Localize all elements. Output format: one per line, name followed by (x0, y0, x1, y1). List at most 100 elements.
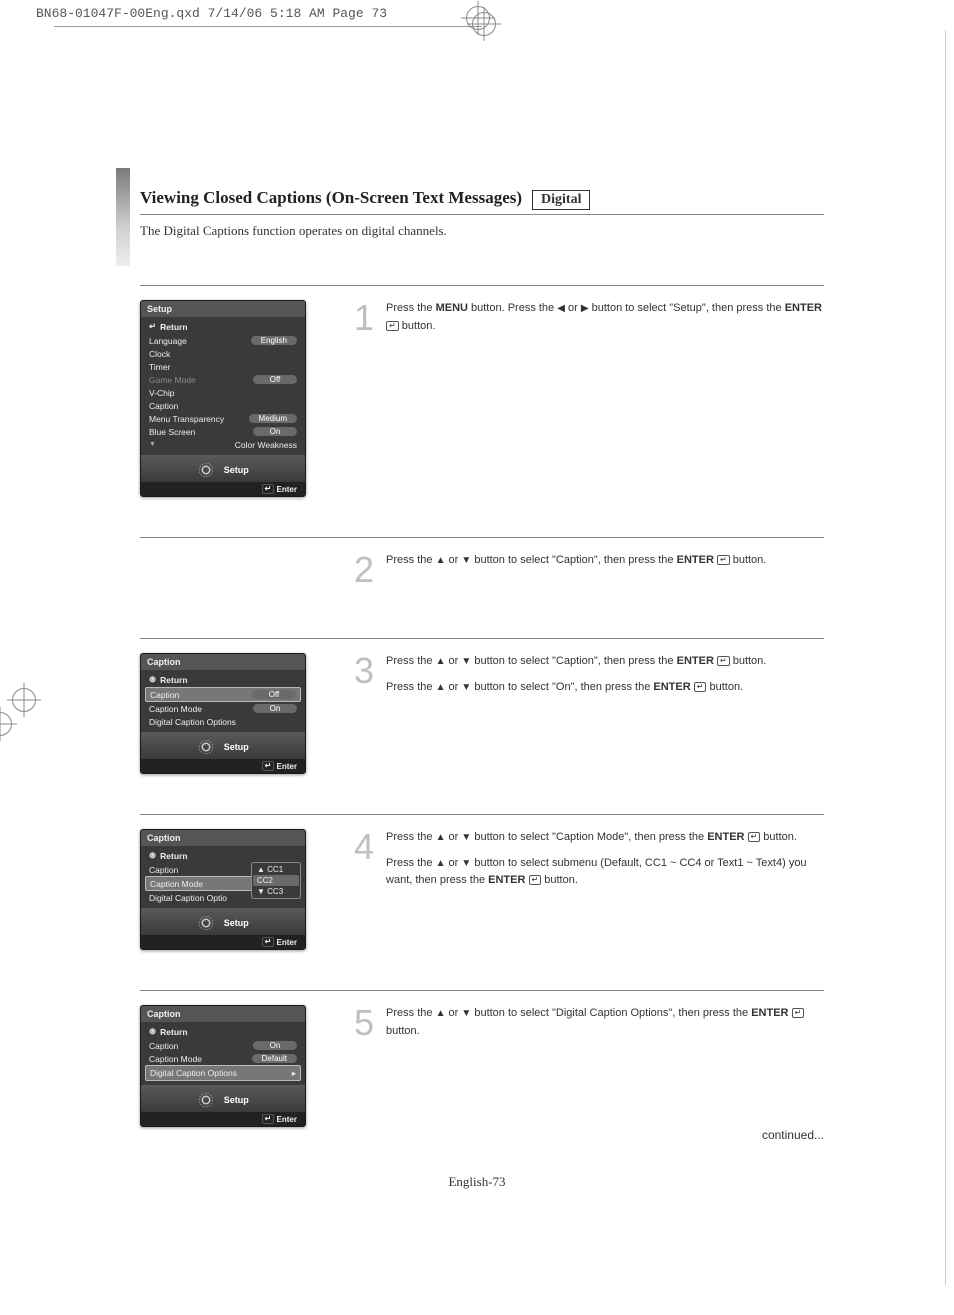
up-arrow-icon: ▲ (436, 654, 446, 670)
caption-mode-dropdown: ▲ CC1CC2▼ CC3 (251, 862, 301, 899)
page-footer: English-73 (0, 1174, 954, 1190)
down-arrow-icon: ▼ (461, 654, 471, 670)
osd-row: Menu Transparency Medium (145, 412, 301, 425)
dropdown-item: CC2 (253, 875, 299, 886)
osd-row-value: ▸ (292, 1068, 296, 1079)
step-text: Press the ▲ or ▼ button to select "Capti… (386, 653, 766, 774)
osd-enter-hint: ↵ Enter (141, 1112, 305, 1126)
osd-title: Caption (141, 1006, 305, 1022)
step-3: Caption ⊛Return CaptionOff Caption Mode On… (140, 638, 824, 814)
step-number: 2 (354, 552, 374, 588)
osd-row: Caption (145, 399, 301, 412)
osd-title: Caption (141, 830, 305, 846)
enter-icon: ↵ (386, 321, 399, 331)
continued-text: continued... (762, 1128, 824, 1142)
osd-row-label: Digital Caption Options (150, 1068, 237, 1078)
step-text: Press the ▲ or ▼ button to select "Digit… (386, 1005, 824, 1127)
down-arrow-icon: ▼ (461, 553, 471, 569)
down-arrow-icon: ▼ (461, 680, 471, 696)
step-2: 2 Press the ▲ or ▼ button to select "Cap… (140, 537, 824, 638)
osd-caption-mode-menu: Caption ⊛Return Caption Caption Mode Digit… (140, 829, 306, 950)
osd-return: ⊛Return (145, 848, 301, 863)
osd-row-value: Off (252, 690, 296, 699)
osd-row-label: Language (149, 336, 187, 346)
osd-return: ⊛Return (145, 672, 301, 687)
step-text: Press the ▲ or ▼ button to select "Capti… (386, 552, 766, 588)
osd-row-value: On (253, 704, 297, 713)
osd-row: Caption Mode On (145, 702, 301, 715)
osd-enter-hint: ↵ Enter (141, 482, 305, 496)
up-arrow-icon: ▲ (436, 1006, 446, 1022)
osd-row: LanguageEnglish (145, 334, 301, 347)
osd-row-label: Clock (149, 349, 170, 359)
osd-row-label: V-Chip (149, 388, 175, 398)
osd-row: Game Mode Off (145, 373, 301, 386)
osd-rows: CaptionOn Caption Mode Default Digital Capt… (145, 1039, 301, 1081)
down-arrow-icon: ▼ (461, 856, 471, 872)
osd-title: Setup (141, 301, 305, 317)
step-5: Caption ⊛Return CaptionOn Caption Mode Def… (140, 990, 824, 1167)
up-arrow-icon: ▲ (436, 553, 446, 569)
side-accent (116, 168, 130, 266)
osd-row: CaptionOff (145, 687, 301, 702)
crop-header: BN68-01047F-00Eng.qxd 7/14/06 5:18 AM Pa… (36, 6, 387, 21)
osd-row: Clock (145, 347, 301, 360)
up-arrow-icon: ▲ (436, 680, 446, 696)
osd-row: Caption Mode Default (145, 1052, 301, 1065)
osd-row: Digital Caption Options ▸ (145, 1065, 301, 1081)
registration-mark-right (0, 712, 12, 736)
enter-icon: ↵ (717, 656, 730, 666)
registration-mark-left (12, 688, 36, 712)
osd-enter-hint: ↵ Enter (141, 935, 305, 949)
step-number: 5 (354, 1005, 374, 1127)
osd-return: ↵Return (145, 319, 301, 334)
osd-row-label: Caption (149, 865, 178, 875)
gear-icon (197, 1091, 215, 1109)
osd-row-label: Caption Mode (149, 1054, 202, 1064)
up-arrow-icon: ▲ (436, 856, 446, 872)
title-block: Viewing Closed Captions (On-Screen Text … (140, 188, 824, 239)
osd-enter-hint: ↵ Enter (141, 759, 305, 773)
left-arrow-icon: ◀ (557, 301, 565, 317)
osd-row-label: Menu Transparency (149, 414, 224, 424)
osd-footer: Setup (141, 908, 305, 935)
osd-row-value: On (253, 427, 297, 436)
enter-icon: ↵ (717, 555, 730, 565)
osd-row: CaptionOn (145, 1039, 301, 1052)
osd-row: Blue Screen On (145, 425, 301, 438)
gear-icon (197, 738, 215, 756)
step-text: Press the MENU button. Press the ◀ or ▶ … (386, 300, 824, 497)
osd-footer: Setup (141, 732, 305, 759)
right-arrow-icon: ▶ (581, 301, 589, 317)
osd-footer: Setup (141, 455, 305, 482)
osd-return: ⊛Return (145, 1024, 301, 1039)
osd-setup-menu: Setup ↵Return LanguageEnglishClockTimerG… (140, 300, 306, 497)
dropdown-item: ▼ CC3 (253, 886, 299, 897)
step-number: 4 (354, 829, 374, 950)
osd-row-label: Caption Mode (150, 879, 203, 889)
osd-row-label: Digital Caption Optio (149, 893, 227, 903)
down-arrow-icon: ▼ (461, 830, 471, 846)
gear-icon (197, 914, 215, 932)
down-arrow-icon: ▼ (461, 1006, 471, 1022)
osd-row-value: On (253, 1041, 297, 1050)
osd-title: Caption (141, 654, 305, 670)
up-arrow-icon: ▲ (436, 830, 446, 846)
osd-row: V-Chip (145, 386, 301, 399)
osd-row-label: Game Mode (149, 375, 196, 385)
page-title: Viewing Closed Captions (On-Screen Text … (140, 188, 522, 208)
osd-rows: LanguageEnglish Clock Timer Game Mode Off V-C… (145, 334, 301, 451)
osd-row-label: Caption Mode (149, 704, 202, 714)
steps-container: Setup ↵Return LanguageEnglishClockTimerG… (140, 285, 824, 1167)
osd-row-value: Off (253, 375, 297, 384)
osd-row-label: Blue Screen (149, 427, 195, 437)
gear-icon (197, 461, 215, 479)
osd-digital-caption-options-menu: Caption ⊛Return CaptionOn Caption Mode Def… (140, 1005, 306, 1127)
page-subtitle: The Digital Captions function operates o… (140, 223, 824, 239)
dropdown-item: ▲ CC1 (253, 864, 299, 875)
osd-caption-menu: Caption ⊛Return CaptionOff Caption Mode On… (140, 653, 306, 774)
osd-rows: CaptionOffCaption ModeOnDigital Caption … (145, 687, 301, 728)
osd-row-label: Timer (149, 362, 170, 372)
osd-row-value: Default (252, 1054, 297, 1063)
osd-row-value: Medium (249, 414, 297, 423)
